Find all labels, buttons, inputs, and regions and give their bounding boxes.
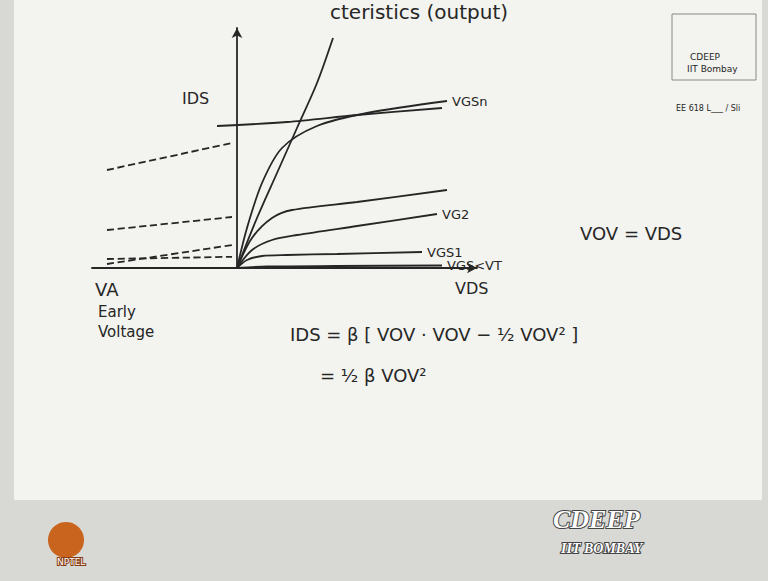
svg-text:Early: Early bbox=[98, 303, 136, 321]
svg-text:NPTEL: NPTEL bbox=[57, 557, 85, 567]
svg-text:EE 618 L___ / Sli: EE 618 L___ / Sli bbox=[676, 104, 740, 113]
svg-text:IIT BOMBAY: IIT BOMBAY bbox=[560, 541, 644, 556]
svg-text:VA: VA bbox=[95, 279, 119, 300]
svg-text:VGS<VT: VGS<VT bbox=[447, 258, 502, 273]
svg-text:IDS: IDS bbox=[182, 89, 209, 108]
svg-text:IIT Bombay: IIT Bombay bbox=[687, 64, 738, 74]
svg-text:IDS = β [ VOV · VOV − ½ VOV² ]: IDS = β [ VOV · VOV − ½ VOV² ] bbox=[290, 324, 578, 345]
svg-text:VG2: VG2 bbox=[442, 207, 469, 222]
svg-text:CDEEP: CDEEP bbox=[690, 52, 721, 62]
svg-text:= ½ β VOV²: = ½ β VOV² bbox=[320, 365, 427, 386]
svg-text:cteristics (output): cteristics (output) bbox=[330, 0, 508, 24]
svg-text:VGSn: VGSn bbox=[452, 94, 487, 109]
svg-text:CDEEP: CDEEP bbox=[553, 505, 641, 534]
svg-text:VOV = VDS: VOV = VDS bbox=[580, 223, 682, 244]
svg-text:VGS1: VGS1 bbox=[427, 245, 463, 260]
svg-text:VDS: VDS bbox=[455, 279, 488, 298]
svg-text:Voltage: Voltage bbox=[98, 323, 154, 341]
